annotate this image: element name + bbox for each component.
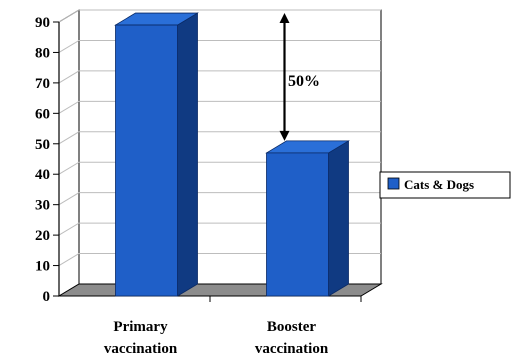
bars xyxy=(114,12,350,297)
gridline xyxy=(58,9,381,23)
legend-label: Cats & Dogs xyxy=(404,177,474,192)
y-tick-label: 30 xyxy=(35,198,50,214)
axes xyxy=(53,21,362,302)
x-category-label: vaccination xyxy=(255,341,329,357)
side-wall xyxy=(58,9,80,297)
gridline xyxy=(58,39,381,53)
gridline xyxy=(58,70,381,84)
x-axis-labels: Primary vaccination Booster vaccination xyxy=(104,319,329,357)
legend: Cats & Dogs xyxy=(379,171,511,199)
x-category-label: Primary xyxy=(113,319,168,335)
y-axis-ticks: 0 10 20 30 40 50 60 70 80 90 xyxy=(35,15,50,305)
legend-swatch xyxy=(387,177,400,190)
y-tick-label: 90 xyxy=(35,15,50,31)
y-tick-label: 0 xyxy=(43,289,51,305)
annotation-arrow-head-up xyxy=(279,13,290,24)
y-tick-label: 10 xyxy=(35,259,50,275)
bar-side-face xyxy=(328,140,349,297)
x-category-label: vaccination xyxy=(104,341,178,357)
bar xyxy=(114,12,199,297)
y-tick-label: 70 xyxy=(35,76,50,92)
difference-annotation: 50% xyxy=(279,13,320,141)
annotation-label: 50% xyxy=(288,73,320,90)
y-tick-label: 60 xyxy=(35,106,50,122)
y-tick-label: 40 xyxy=(35,167,50,183)
bar-front-face xyxy=(266,152,329,297)
x-category-label: Booster xyxy=(267,319,316,335)
gridline xyxy=(58,100,381,114)
legend-box xyxy=(379,171,511,199)
bar-front-face xyxy=(115,24,178,297)
bar xyxy=(265,140,350,297)
y-tick-label: 50 xyxy=(35,137,50,153)
bar-side-face xyxy=(177,12,198,297)
annotation-arrow-head-down xyxy=(279,130,290,141)
y-tick-label: 80 xyxy=(35,45,50,61)
y-tick-label: 20 xyxy=(35,228,50,244)
